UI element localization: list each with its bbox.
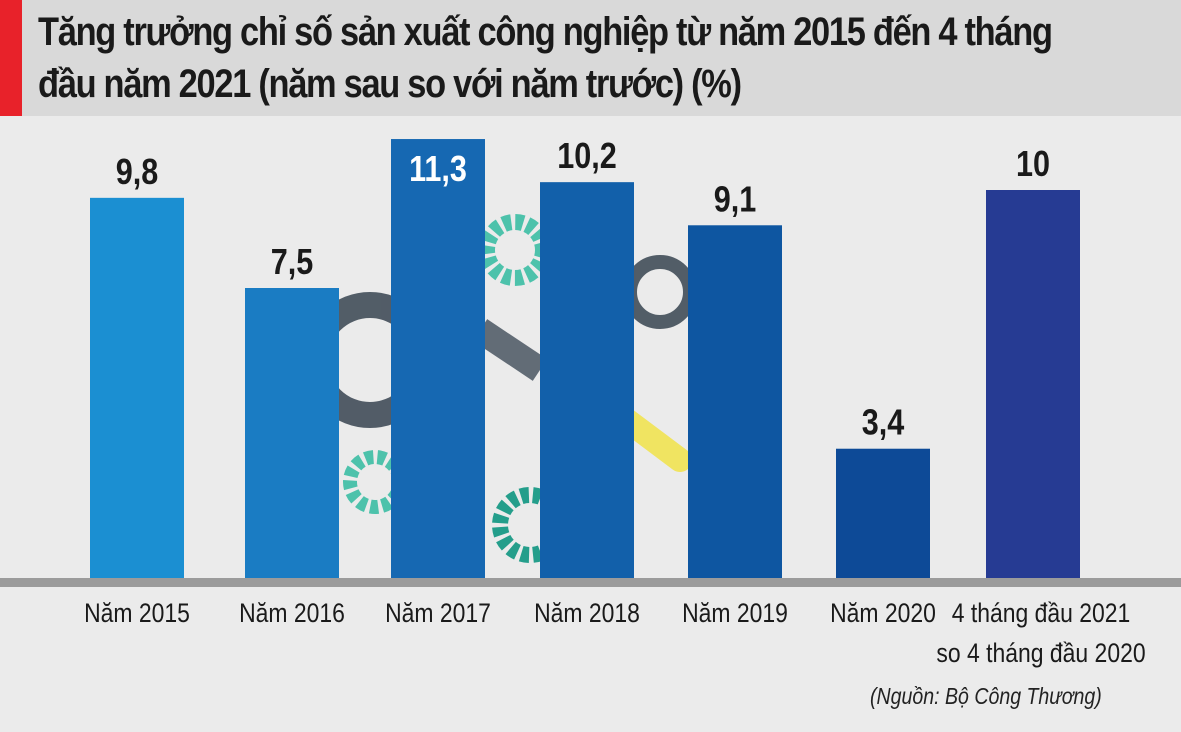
category-label: so 4 tháng đầu 2020: [936, 638, 1145, 668]
gear-icon: [479, 214, 551, 286]
data-label: 10: [1016, 145, 1050, 185]
data-label: 9,8: [116, 153, 159, 193]
wrench-handle: [472, 319, 548, 381]
bar: [836, 448, 930, 582]
bar: [688, 225, 782, 582]
bar: [245, 288, 339, 582]
data-label: 7,5: [271, 243, 314, 283]
title-line-1: Tăng trưởng chỉ số sản xuất công nghiệp …: [38, 10, 1053, 54]
data-label: 9,1: [714, 180, 757, 220]
category-label: Năm 2018: [534, 598, 640, 628]
bar: [90, 197, 184, 582]
wrench-icon: [623, 255, 697, 329]
data-label: 10,2: [557, 137, 617, 177]
title-band: [0, 0, 1181, 116]
data-label: 3,4: [862, 403, 905, 443]
bar: [986, 190, 1080, 582]
category-label: Năm 2015: [84, 598, 190, 628]
accent-bar: [0, 0, 22, 116]
chart-title: Tăng trưởng chỉ số sản xuất công nghiệp …: [38, 6, 1053, 110]
category-label: Năm 2017: [385, 598, 491, 628]
baseline-axis: [0, 578, 1181, 587]
bar: [391, 139, 485, 583]
source-note: (Nguồn: Bộ Công Thương): [870, 683, 1102, 709]
category-label: 4 tháng đầu 2021: [952, 598, 1131, 628]
bar: [540, 182, 634, 582]
title-line-2: đầu năm 2021 (năm sau so với năm trước) …: [38, 62, 742, 106]
category-label: Năm 2019: [682, 598, 788, 628]
data-label: 11,3: [409, 150, 467, 190]
category-label: Năm 2016: [239, 598, 345, 628]
category-label: Năm 2020: [830, 598, 936, 628]
